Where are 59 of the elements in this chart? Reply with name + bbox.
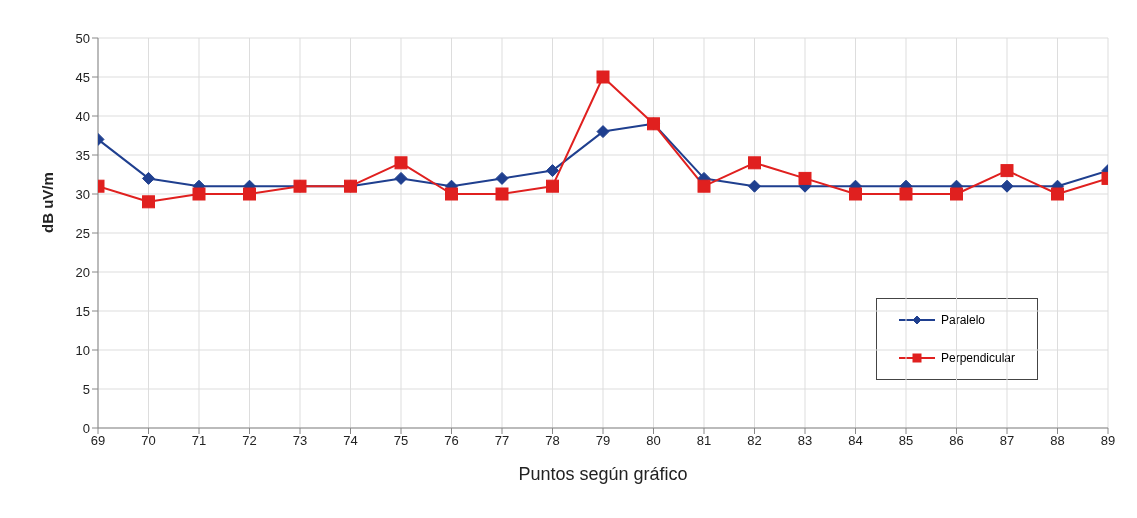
x-tick-label: 82 <box>747 433 762 449</box>
x-tick-label: 76 <box>444 433 459 449</box>
point <box>1051 187 1064 201</box>
point <box>697 179 711 193</box>
x-tick-label: 73 <box>292 433 308 449</box>
point <box>849 187 862 201</box>
y-tick-label: 0 <box>82 420 90 436</box>
y-tick-label: 30 <box>75 186 90 202</box>
point <box>546 179 559 193</box>
point <box>394 156 408 170</box>
point <box>748 156 761 170</box>
point <box>142 195 155 209</box>
x-tick-label: 78 <box>545 433 560 449</box>
x-tick-label: 77 <box>494 433 510 449</box>
point <box>495 187 509 201</box>
x-tick-label: 79 <box>595 433 611 449</box>
x-tick-label: 69 <box>90 433 106 449</box>
y-axis-title: dB uV/m <box>39 172 57 233</box>
point <box>899 187 913 201</box>
y-tick-label: 35 <box>75 147 90 163</box>
x-tick-label: 86 <box>949 433 964 449</box>
y-tick-label: 10 <box>75 342 90 358</box>
point <box>192 187 206 201</box>
x-tick-label: 88 <box>1050 433 1065 449</box>
x-tick-label: 85 <box>898 433 914 449</box>
point <box>445 187 458 201</box>
point <box>142 171 155 185</box>
point <box>950 187 963 201</box>
point <box>596 125 610 139</box>
y-tick-label: 20 <box>75 264 90 280</box>
x-tick-label: 83 <box>797 433 813 449</box>
x-axis-title: Puntos según gráfico <box>518 464 688 484</box>
point <box>394 171 408 185</box>
legend-label: Perpendicular <box>940 351 1015 365</box>
x-tick-label: 74 <box>343 433 358 449</box>
x-tick-label: 84 <box>848 433 863 449</box>
point <box>748 179 761 193</box>
x-tick-label: 87 <box>999 433 1015 449</box>
point <box>546 164 559 178</box>
y-tick-label: 40 <box>75 108 90 124</box>
point <box>596 70 610 84</box>
point <box>1000 179 1014 193</box>
x-tick-label: 72 <box>242 433 257 449</box>
y-tick-label: 15 <box>75 303 90 319</box>
y-tick-label: 5 <box>82 381 90 397</box>
x-tick-label: 89 <box>1100 433 1116 449</box>
x-tick-label: 70 <box>141 433 156 449</box>
point <box>798 171 812 185</box>
x-tick-label: 71 <box>191 433 207 449</box>
point <box>1000 164 1014 178</box>
point <box>243 187 256 201</box>
legend-label: Paralelo <box>940 313 985 327</box>
x-tick-label: 75 <box>393 433 409 449</box>
y-tick-label: 45 <box>75 69 90 85</box>
x-tick-label: 80 <box>646 433 661 449</box>
y-tick-label: 25 <box>75 225 90 241</box>
point <box>495 171 509 185</box>
x-tick-label: 81 <box>696 433 712 449</box>
y-tick-label: 50 <box>75 30 90 46</box>
